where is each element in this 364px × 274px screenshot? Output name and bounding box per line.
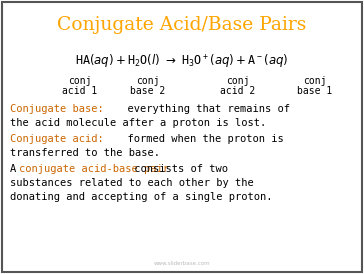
Text: acid 1: acid 1 (62, 86, 98, 96)
Text: conj: conj (136, 76, 160, 86)
Text: conj: conj (226, 76, 250, 86)
Text: base 1: base 1 (297, 86, 333, 96)
FancyBboxPatch shape (2, 2, 362, 272)
Text: transferred to the base.: transferred to the base. (10, 148, 160, 158)
Text: conj: conj (68, 76, 92, 86)
Text: Conjugate Acid/Base Pairs: Conjugate Acid/Base Pairs (57, 16, 307, 34)
Text: conj: conj (303, 76, 327, 86)
Text: consists of two: consists of two (128, 164, 228, 174)
Text: www.sliderbase.com: www.sliderbase.com (154, 261, 210, 266)
Text: conjugate acid-base pair: conjugate acid-base pair (19, 164, 169, 174)
Text: the acid molecule after a proton is lost.: the acid molecule after a proton is lost… (10, 118, 266, 128)
Text: A: A (10, 164, 23, 174)
Text: everything that remains of: everything that remains of (115, 104, 290, 114)
Text: donating and accepting of a single proton.: donating and accepting of a single proto… (10, 192, 273, 202)
Text: substances related to each other by the: substances related to each other by the (10, 178, 254, 188)
Text: Conjugate base:: Conjugate base: (10, 104, 104, 114)
Text: $\mathtt{HA}(\mathit{aq}) + \mathtt{H_2O}(\mathit{l})\ \rightarrow\ \mathtt{H_3O: $\mathtt{HA}(\mathit{aq}) + \mathtt{H_2O… (75, 52, 289, 69)
Text: formed when the proton is: formed when the proton is (115, 134, 284, 144)
Text: base 2: base 2 (130, 86, 166, 96)
Text: Conjugate acid:: Conjugate acid: (10, 134, 104, 144)
Text: acid 2: acid 2 (220, 86, 256, 96)
